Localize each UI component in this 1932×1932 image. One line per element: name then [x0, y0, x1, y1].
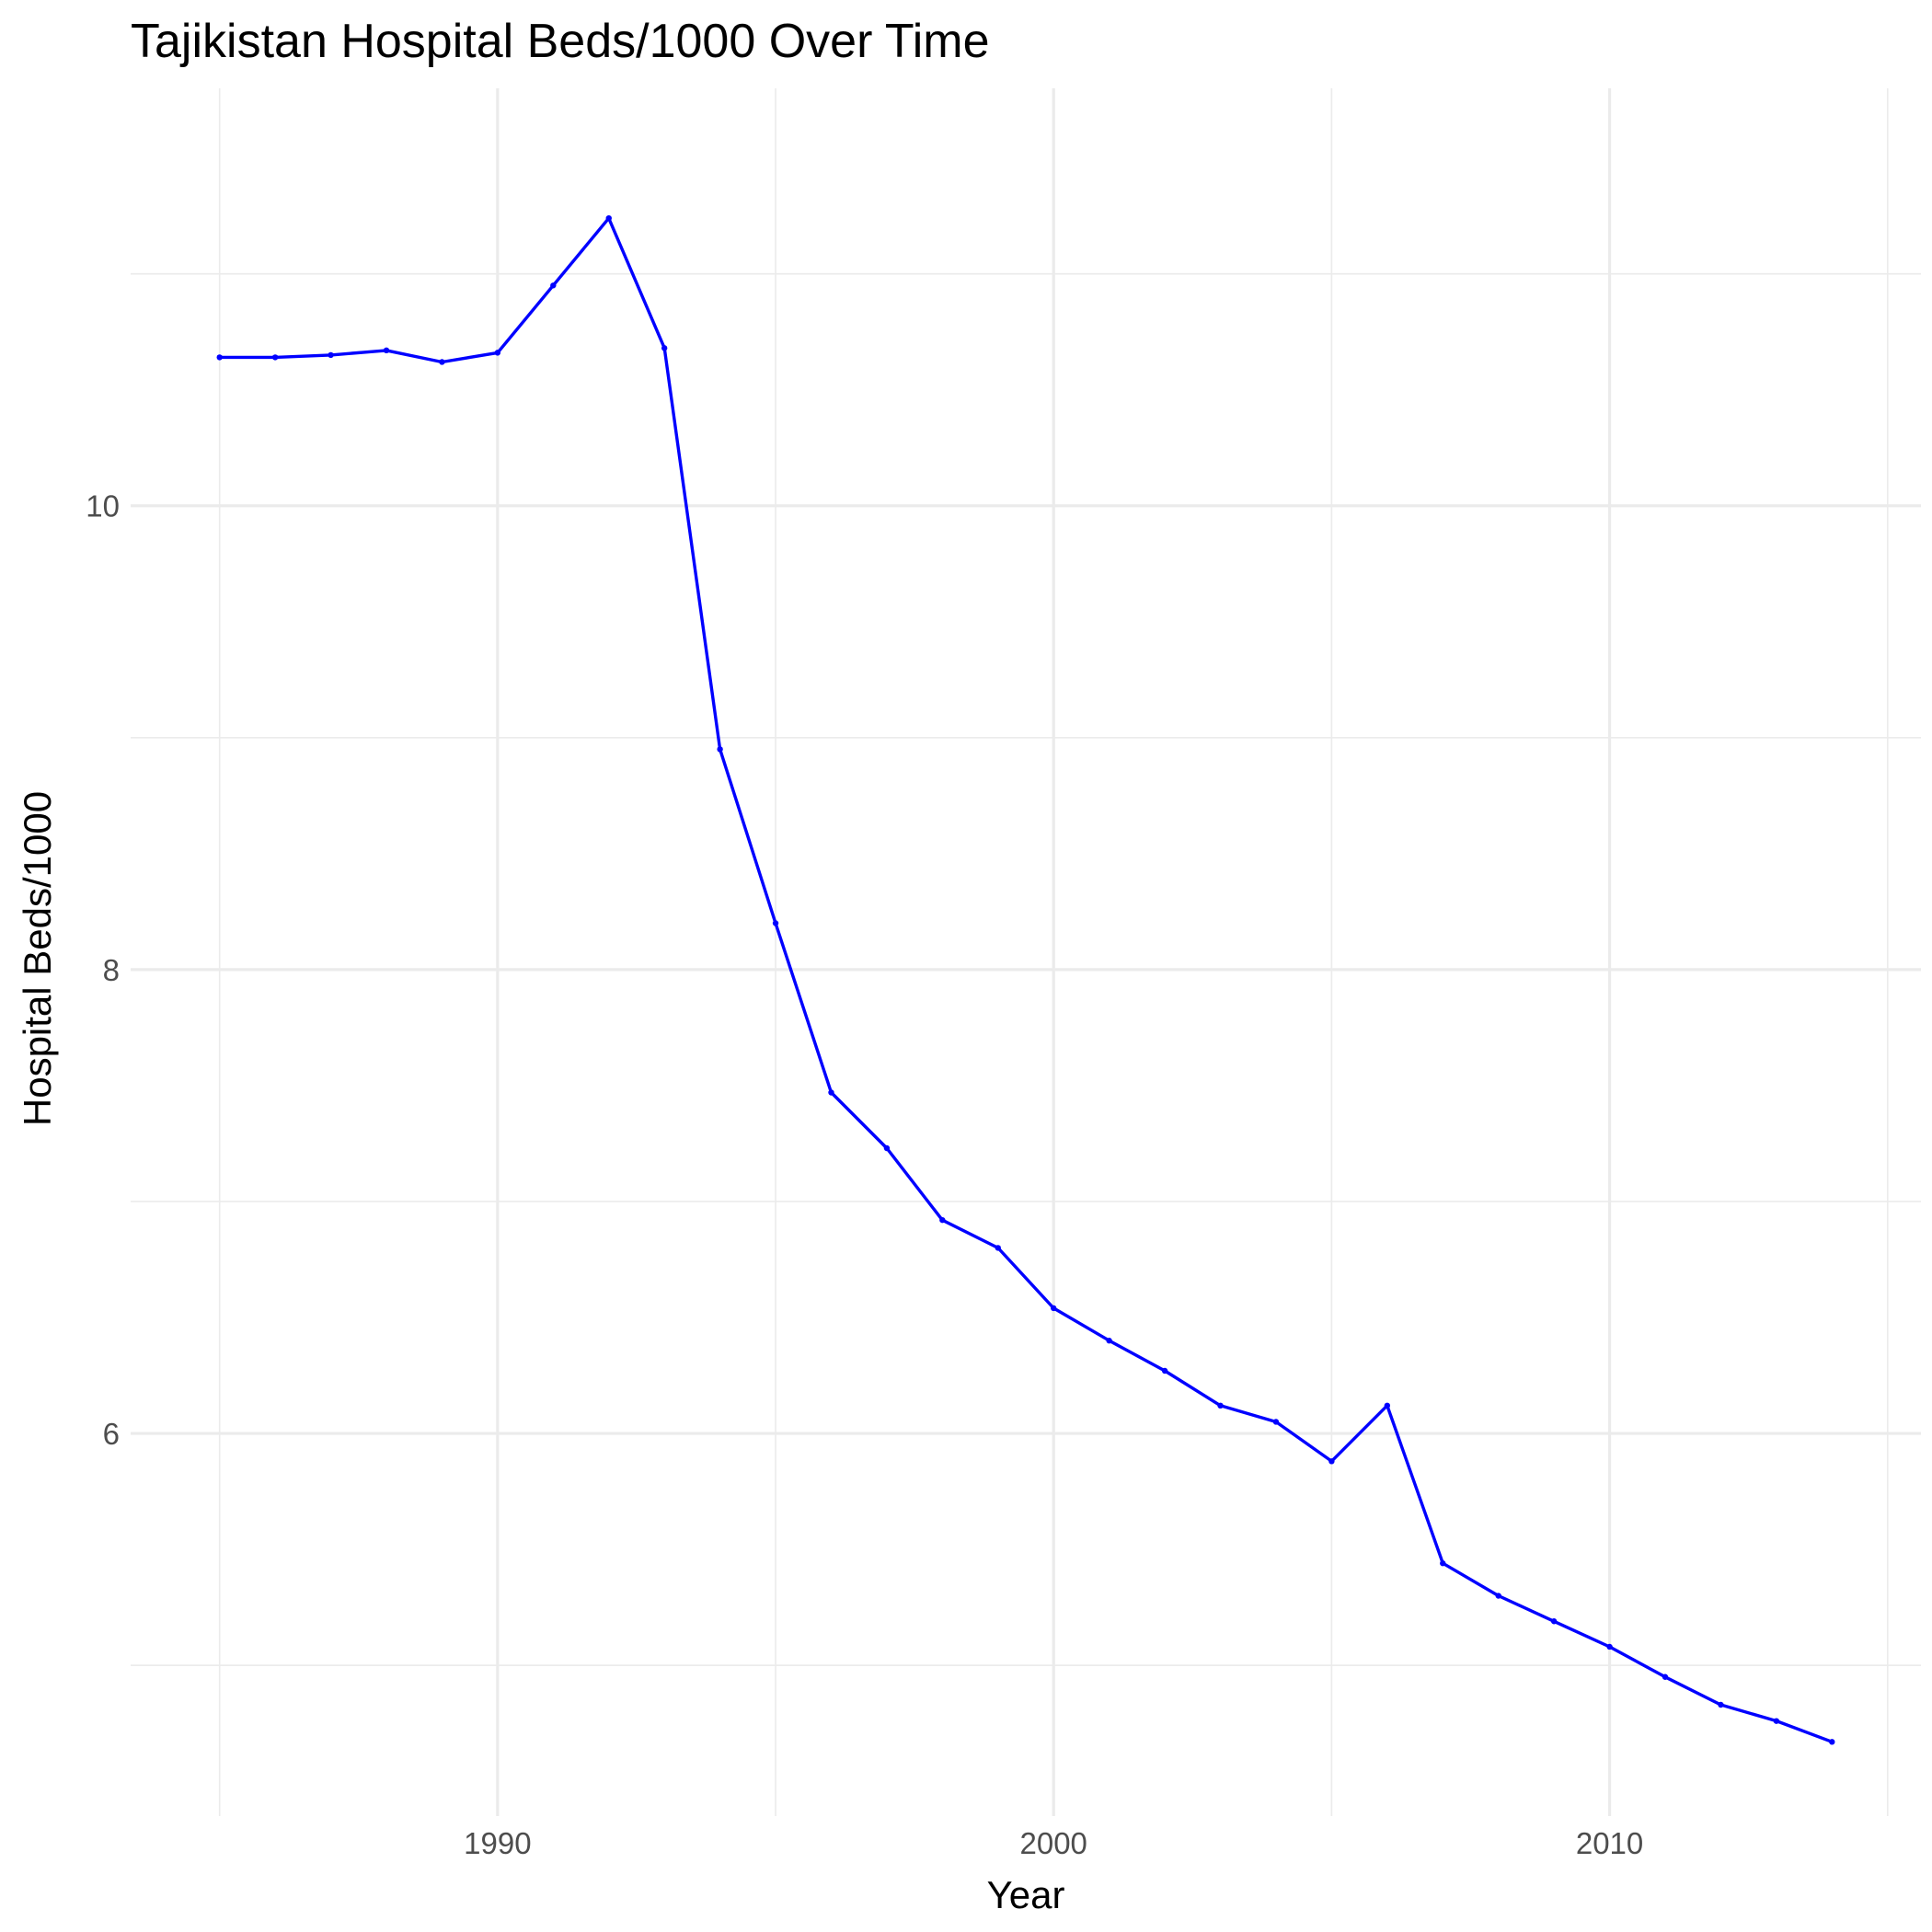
data-point — [939, 1216, 946, 1224]
data-point — [439, 359, 445, 365]
data-point — [1051, 1305, 1057, 1312]
data-point — [1106, 1338, 1112, 1344]
data-point — [661, 345, 668, 351]
data-point — [995, 1245, 1001, 1251]
data-point — [1384, 1402, 1391, 1409]
data-point — [717, 746, 723, 753]
y-tick-label: 6 — [103, 1417, 120, 1451]
data-point — [1662, 1673, 1669, 1680]
data-point — [883, 1144, 891, 1152]
data-point — [605, 214, 612, 222]
x-tick-label: 2010 — [1576, 1826, 1643, 1860]
data-point — [1718, 1701, 1724, 1708]
grid — [131, 88, 1921, 1816]
series-layer — [216, 214, 1835, 1745]
chart-title: Tajikistan Hospital Beds/1000 Over Time — [131, 15, 990, 68]
data-point — [828, 1089, 834, 1096]
data-point — [1217, 1402, 1224, 1409]
data-point — [271, 354, 279, 361]
data-point — [328, 351, 334, 359]
data-point — [1606, 1643, 1613, 1650]
series-line — [217, 216, 1834, 1744]
data-point — [1773, 1718, 1780, 1724]
data-point — [1495, 1593, 1501, 1599]
y-tick-label: 10 — [86, 489, 120, 523]
data-point — [383, 347, 390, 354]
data-point — [1829, 1739, 1835, 1745]
data-point — [1272, 1419, 1280, 1425]
x-tick-label: 1990 — [464, 1826, 531, 1860]
data-point — [494, 350, 501, 356]
data-point — [216, 354, 223, 361]
data-point — [1440, 1560, 1446, 1567]
x-axis-title: Year — [987, 1873, 1065, 1916]
x-tick-label: 2000 — [1020, 1826, 1087, 1860]
data-point — [1550, 1618, 1558, 1625]
data-point — [772, 920, 779, 926]
tick-labels: 6 8 10 1990 2000 2010 — [86, 489, 1643, 1860]
data-point — [1161, 1367, 1168, 1374]
y-axis-title: Hospital Beds/1000 — [16, 791, 59, 1126]
y-tick-label: 8 — [103, 953, 120, 987]
data-point — [550, 282, 557, 289]
data-point — [1328, 1458, 1335, 1465]
